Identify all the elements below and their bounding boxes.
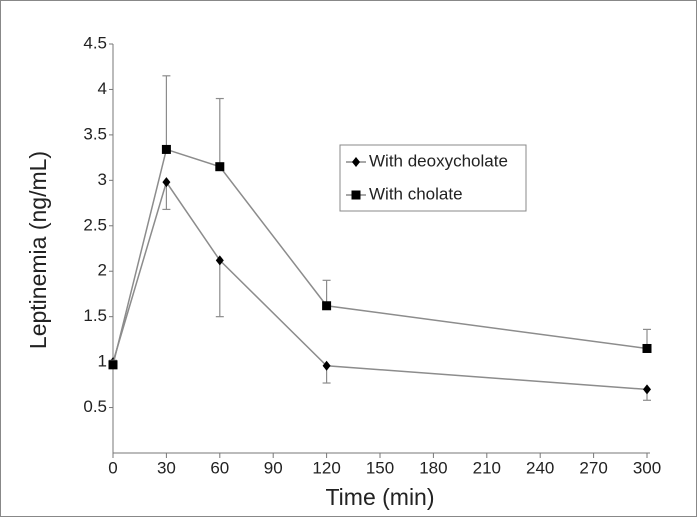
x-tick-label: 60 <box>210 458 229 477</box>
x-axis-title: Time (min) <box>325 484 434 510</box>
marker <box>322 360 331 371</box>
marker <box>215 162 225 172</box>
y-tick-label: 4.5 <box>83 33 107 52</box>
x-tick-label: 150 <box>366 458 394 477</box>
marker <box>322 301 332 311</box>
marker <box>215 255 224 266</box>
y-axis-title: Leptinemia (ng/mL) <box>25 151 51 349</box>
y-tick-label: 1.5 <box>83 306 107 325</box>
y-tick-label: 1 <box>98 352 107 371</box>
marker <box>161 144 171 154</box>
y-tick-label: 3.5 <box>83 124 107 143</box>
x-tick-label: 240 <box>526 458 554 477</box>
y-tick-label: 2 <box>98 261 107 280</box>
x-tick-label: 30 <box>157 458 176 477</box>
x-tick-label: 120 <box>312 458 340 477</box>
marker <box>643 384 651 395</box>
x-tick-label: 180 <box>419 458 447 477</box>
y-tick-label: 4 <box>98 79 107 98</box>
marker <box>108 360 118 370</box>
y-tick-label: 2.5 <box>83 215 107 234</box>
legend-box <box>339 144 527 212</box>
legend-label: With deoxycholate <box>369 151 508 170</box>
x-tick-label: 90 <box>264 458 283 477</box>
x-tick-label: 270 <box>579 458 607 477</box>
x-tick-label: 210 <box>473 458 501 477</box>
y-tick-label: 3 <box>98 170 107 189</box>
y-tick-label: 0.5 <box>83 397 107 416</box>
legend-marker <box>352 157 360 167</box>
x-tick-label: 300 <box>633 458 661 477</box>
legend-label: With cholate <box>369 184 463 203</box>
x-tick-label: 0 <box>108 458 117 477</box>
legend-marker <box>351 190 361 200</box>
marker <box>642 343 652 353</box>
marker <box>162 177 171 188</box>
